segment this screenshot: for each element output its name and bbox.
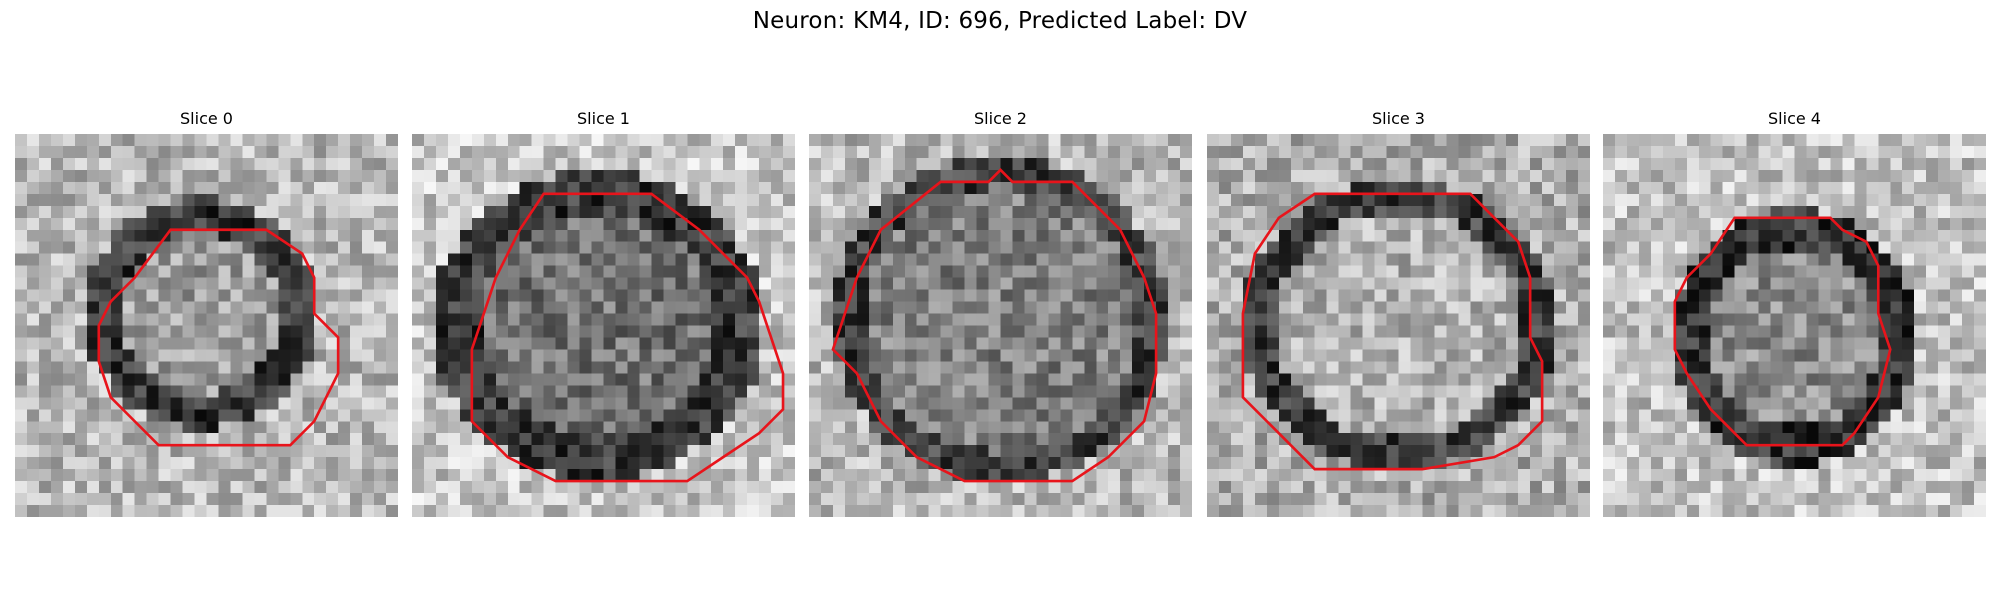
- slice-image: [15, 134, 398, 517]
- slice-title: Slice 1: [577, 109, 630, 128]
- roi-contour: [1673, 216, 1892, 447]
- slice-image: [1603, 134, 1986, 517]
- slice-title: Slice 0: [180, 109, 233, 128]
- slice-panel-2: Slice 2: [809, 108, 1192, 517]
- slice-panel-1: Slice 1: [412, 108, 795, 517]
- slice-image: [412, 134, 795, 517]
- slice-panel-0: Slice 0: [15, 108, 398, 517]
- roi-contour: [831, 168, 1158, 483]
- figure-title: Neuron: KM4, ID: 696, Predicted Label: D…: [752, 8, 1248, 34]
- slice-panel-3: Slice 3: [1207, 108, 1590, 517]
- slice-title: Slice 4: [1768, 109, 1821, 128]
- roi-contour: [470, 192, 785, 483]
- slice-title: Slice 3: [1372, 109, 1425, 128]
- slice-panel-4: Slice 4: [1603, 108, 1986, 517]
- roi-contour: [97, 228, 340, 447]
- slice-image: [1207, 134, 1590, 517]
- roi-contour: [1241, 192, 1544, 471]
- slice-title: Slice 2: [974, 109, 1027, 128]
- slice-image: [809, 134, 1192, 517]
